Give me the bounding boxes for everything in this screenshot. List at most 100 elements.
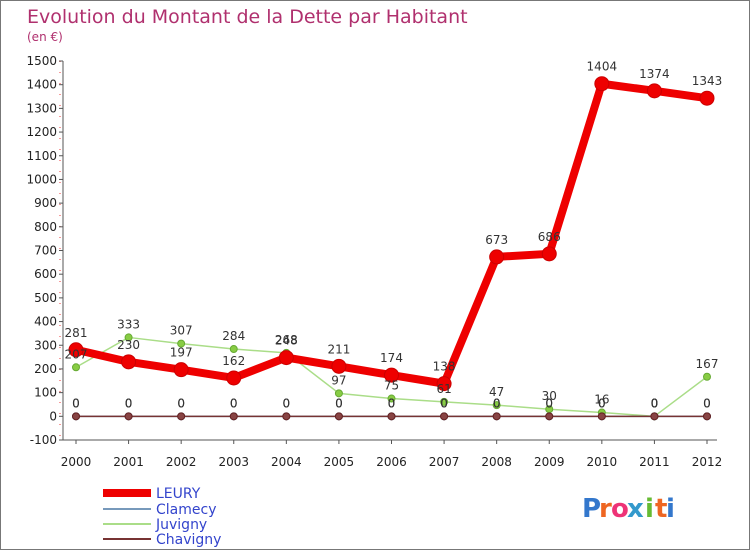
data-point-leury — [226, 370, 242, 386]
x-tick-label: 2009 — [534, 455, 565, 469]
y-tick-label: 1500 — [26, 54, 57, 68]
y-tick-label: 700 — [34, 244, 57, 258]
data-label-chavigny: 0 — [703, 396, 711, 410]
data-point-juvigny — [703, 372, 711, 381]
data-label-chavigny: 0 — [230, 396, 238, 410]
x-tick-label: 2000 — [61, 455, 92, 469]
data-label-chavigny: 0 — [440, 396, 448, 410]
y-tick-label: 1000 — [26, 172, 57, 186]
data-label-chavigny: 0 — [125, 396, 133, 410]
data-point-leury — [278, 350, 294, 366]
data-point-juvigny — [492, 401, 501, 410]
x-tick-label: 2008 — [481, 455, 512, 469]
data-label-juvigny: 167 — [696, 357, 719, 371]
data-point-leury — [489, 249, 505, 265]
data-label-juvigny: 268 — [275, 333, 298, 347]
x-tick-label: 2001 — [113, 455, 144, 469]
data-label-clamecy: 0 — [388, 396, 396, 410]
data-label-leury: 174 — [380, 351, 403, 365]
data-label-leury: 230 — [117, 338, 140, 352]
x-tick-label: 2003 — [218, 455, 249, 469]
data-point-leury — [594, 76, 610, 92]
data-label-leury: 673 — [485, 233, 508, 247]
logo-letter: i — [666, 494, 675, 524]
data-label-leury: 211 — [327, 342, 350, 356]
y-tick-label: 1300 — [26, 101, 57, 115]
data-label-chavigny: 0 — [388, 396, 396, 410]
series-layer — [68, 76, 715, 421]
data-point-juvigny — [229, 345, 238, 354]
data-point-leury — [646, 83, 662, 99]
data-label-leury: 138 — [433, 360, 456, 374]
data-point-juvigny — [440, 397, 449, 406]
data-label-clamecy: 0 — [651, 396, 659, 410]
data-point-chavigny — [545, 412, 554, 421]
data-label-leury: 197 — [170, 346, 193, 360]
data-label-juvigny: 16 — [594, 393, 609, 407]
data-label-juvigny: 61 — [436, 382, 451, 396]
data-point-juvigny — [72, 363, 80, 372]
legend-label-leury: LEURY — [156, 486, 201, 502]
y-tick-label: 1200 — [26, 125, 57, 139]
series-line-leury — [72, 79, 711, 388]
data-label-clamecy: 0 — [72, 396, 80, 410]
y-tick-label: -100 — [30, 433, 57, 447]
proxiti-logo: Pr ox i ti — [582, 494, 675, 524]
x-tick-label: 2011 — [639, 455, 670, 469]
data-label-leury: 1404 — [587, 60, 618, 74]
data-label-clamecy: 0 — [440, 396, 448, 410]
y-tick-label: 1100 — [26, 149, 57, 163]
data-label-juvigny: 0 — [651, 396, 659, 410]
data-point-juvigny — [177, 339, 186, 348]
data-label-chavigny: 0 — [335, 396, 343, 410]
data-label-chavigny: 0 — [651, 396, 659, 410]
data-label-juvigny: 97 — [331, 373, 346, 387]
legend-label-chavigny: Chavigny — [156, 532, 221, 548]
data-label-clamecy: 0 — [335, 396, 343, 410]
data-label-chavigny: 0 — [493, 396, 501, 410]
data-point-chavigny — [334, 412, 343, 421]
data-label-juvigny: 207 — [65, 347, 88, 361]
logo-letter: t — [655, 494, 667, 524]
data-label-clamecy: 0 — [230, 396, 238, 410]
y-tick-label: 600 — [34, 267, 57, 281]
data-point-chavigny — [650, 412, 659, 421]
legend-label-juvigny: Juvigny — [155, 517, 207, 533]
logo-letter: P — [582, 494, 601, 524]
data-point-leury — [68, 342, 84, 358]
data-point-leury — [173, 362, 189, 378]
y-tick-label: 400 — [34, 315, 57, 329]
data-point-chavigny — [72, 412, 80, 421]
data-point-chavigny — [229, 412, 238, 421]
data-label-chavigny: 0 — [72, 396, 80, 410]
x-tick-label: 2006 — [376, 455, 407, 469]
data-point-chavigny — [597, 412, 606, 421]
data-point-chavigny — [387, 412, 396, 421]
legend-label-clamecy: Clamecy — [156, 502, 216, 518]
data-label-leury: 1374 — [639, 67, 670, 81]
data-label-chavigny: 0 — [598, 396, 606, 410]
x-tick-label: 2002 — [166, 455, 197, 469]
logo-letter: r — [599, 494, 612, 524]
axes: -100010020030040050060070080090010001100… — [26, 54, 722, 469]
data-point-chavigny — [440, 412, 449, 421]
data-label-leury: 248 — [275, 334, 298, 348]
y-tick-label: 0 — [49, 409, 57, 423]
data-label-leury: 162 — [222, 354, 245, 368]
chart-subtitle: (en €) — [27, 30, 63, 44]
y-tick-label: 500 — [34, 291, 57, 305]
data-point-leury — [699, 90, 715, 106]
data-point-leury — [384, 367, 399, 383]
data-point-juvigny — [334, 389, 343, 398]
logo-letter: i — [645, 494, 654, 524]
data-label-clamecy: 0 — [545, 396, 553, 410]
data-label-juvigny: 333 — [117, 317, 140, 331]
x-tick-label: 2007 — [429, 455, 460, 469]
data-label-leury: 1343 — [692, 74, 723, 88]
data-point-juvigny — [124, 333, 133, 342]
data-label-clamecy: 0 — [703, 396, 711, 410]
